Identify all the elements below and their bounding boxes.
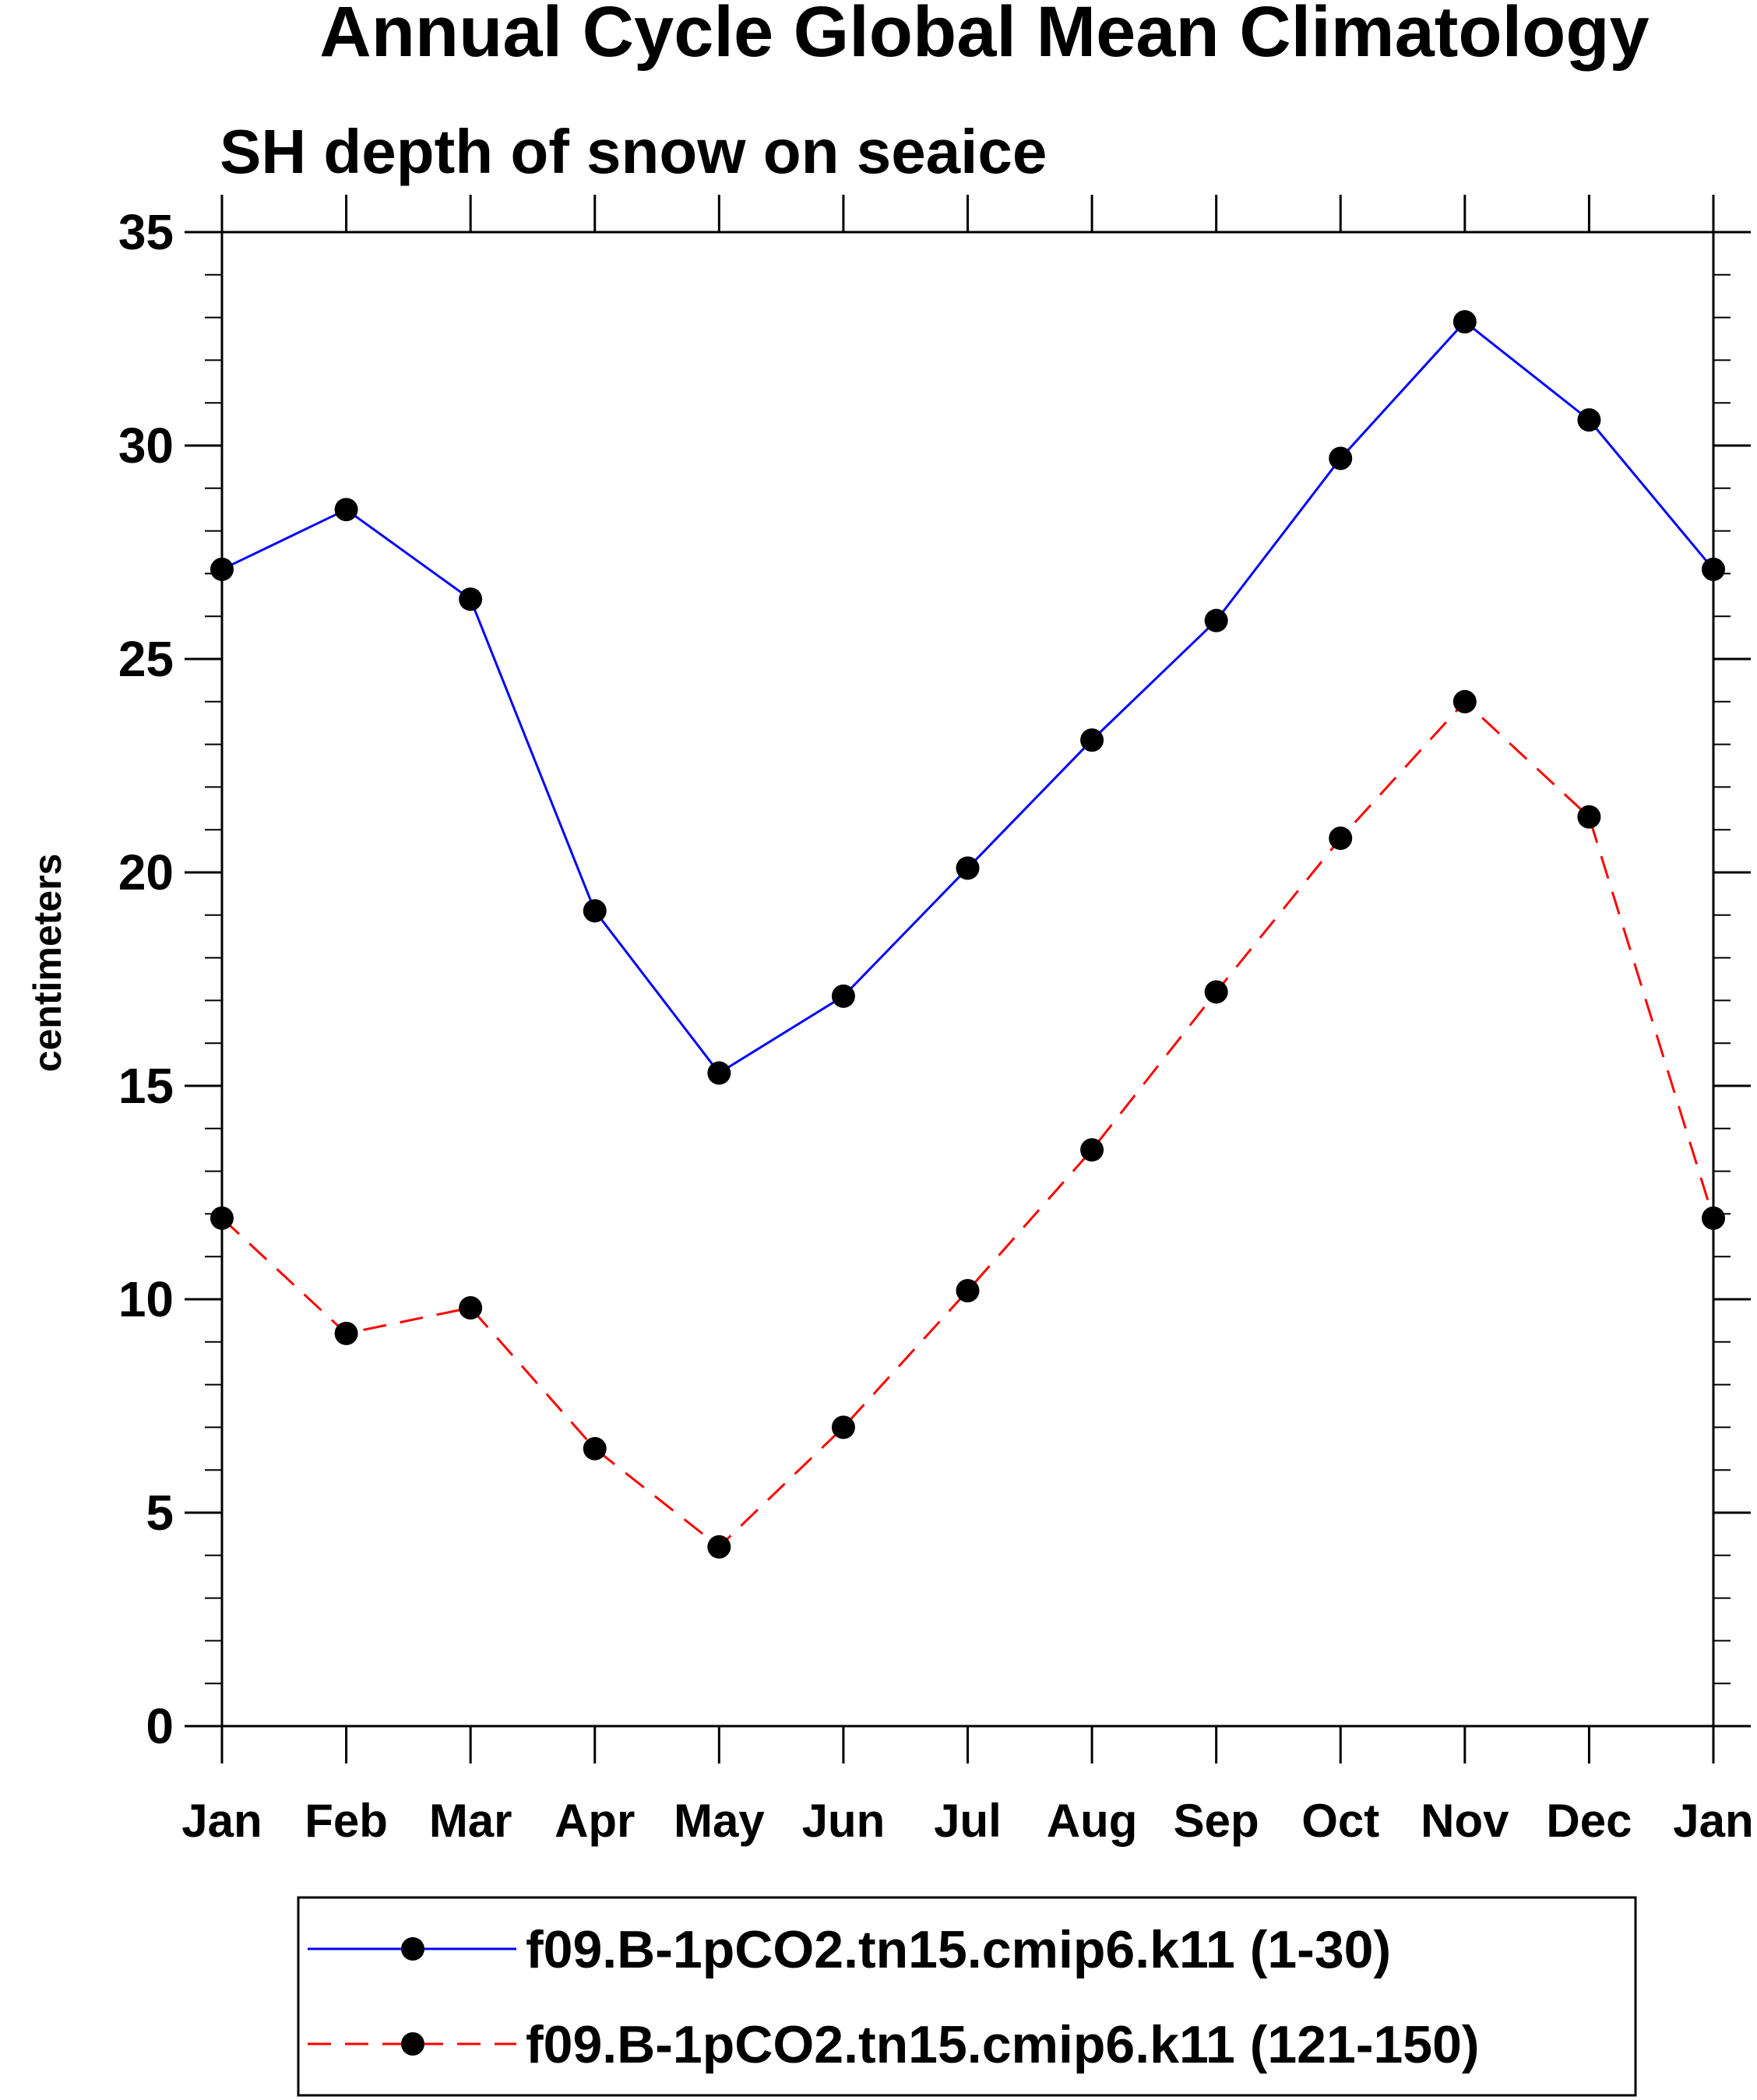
data-point (1204, 980, 1228, 1004)
data-point (210, 1206, 234, 1230)
data-point (831, 1415, 855, 1439)
data-point (583, 1436, 607, 1460)
x-tick-label: Jul (934, 1795, 1002, 1847)
data-point (1577, 805, 1601, 829)
y-tick-label: 20 (118, 844, 174, 900)
data-point (831, 984, 855, 1008)
legend-marker (401, 1937, 424, 1961)
data-point (956, 1279, 980, 1303)
data-point (1452, 689, 1477, 714)
legend-entry-label: f09.B-1pCO2.tn15.cmip6.k11 (1-30) (526, 1920, 1391, 1979)
x-tick-label: Jun (802, 1795, 886, 1847)
y-tick-label: 10 (118, 1271, 174, 1327)
data-point (1702, 1206, 1725, 1230)
x-tick-label: Jan (1673, 1795, 1753, 1847)
data-point (956, 856, 980, 880)
legend: f09.B-1pCO2.tn15.cmip6.k11 (1-30) f09.B-1… (297, 1896, 1637, 2097)
x-tick-label: Nov (1421, 1795, 1509, 1847)
x-tick-label: Feb (305, 1795, 388, 1847)
data-point (583, 899, 607, 923)
data-point (1080, 728, 1104, 752)
y-tick-label: 35 (118, 204, 174, 260)
data-point (459, 1295, 483, 1320)
data-point (1577, 408, 1601, 432)
x-tick-label: May (674, 1795, 765, 1847)
series-line-2 (220, 699, 1715, 1549)
x-tick-label: Aug (1047, 1795, 1138, 1847)
y-tick-label: 15 (118, 1058, 174, 1114)
data-point (334, 498, 358, 522)
data-point (1329, 446, 1353, 470)
legend-marker (401, 2032, 424, 2056)
data-point (459, 587, 483, 611)
x-tick-label: Dec (1546, 1795, 1632, 1847)
data-point (1702, 557, 1725, 581)
y-tick-label: 30 (118, 418, 174, 474)
y-tick-label: 5 (146, 1485, 174, 1541)
x-tick-label: Oct (1301, 1795, 1379, 1847)
data-point (1204, 608, 1228, 632)
legend-entry-label: f09.B-1pCO2.tn15.cmip6.k11 (121-150) (526, 2015, 1480, 2074)
data-point (707, 1061, 731, 1085)
legend-box (297, 1896, 1637, 2097)
series-line-1 (221, 320, 1715, 1075)
x-tick-label: Mar (429, 1795, 512, 1847)
y-tick-label: 0 (146, 1698, 174, 1754)
data-point (1080, 1138, 1104, 1162)
y-axis-label: centimeters (26, 854, 69, 1073)
y-tick-label: 25 (118, 631, 174, 687)
plot-area: 0 5 10 15 20 25 30 35 Jan Feb Mar Apr May Jun Jul Aug Se… (118, 195, 1754, 1847)
data-point (334, 1321, 358, 1345)
plot-frame (220, 231, 1715, 1728)
chart-subtitle: SH depth of snow on seaice (220, 117, 1047, 186)
x-tick-label: Jan (181, 1795, 262, 1847)
data-point (210, 557, 234, 581)
chart-title: Annual Cycle Global Mean Climatology (319, 0, 1649, 72)
x-tick-label: Apr (555, 1795, 635, 1847)
data-point (707, 1534, 731, 1559)
data-point (1329, 826, 1353, 851)
data-point (1452, 310, 1477, 334)
x-tick-label: Sep (1174, 1795, 1259, 1847)
